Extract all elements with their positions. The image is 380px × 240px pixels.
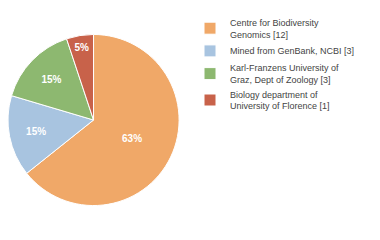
svg-text:Karl-Franzens University ofGra: Karl-Franzens University ofGraz, Dept of… bbox=[230, 63, 339, 85]
svg-text:Centre for BiodiversityGenomic: Centre for BiodiversityGenomics [12] bbox=[230, 18, 319, 40]
svg-text:15%: 15% bbox=[41, 74, 61, 85]
svg-text:Mined from GenBank, NCBI [3]: Mined from GenBank, NCBI [3] bbox=[230, 46, 354, 56]
svg-text:5%: 5% bbox=[74, 42, 89, 53]
svg-text:63%: 63% bbox=[122, 133, 142, 144]
svg-text:Biology department ofUniversit: Biology department ofUniversity of Flore… bbox=[230, 90, 330, 112]
svg-text:15%: 15% bbox=[26, 126, 46, 137]
